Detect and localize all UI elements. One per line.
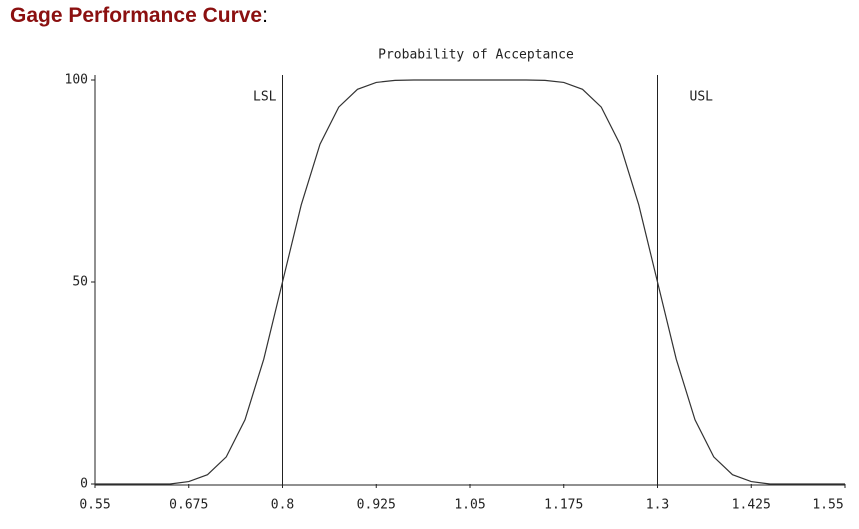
x-tick-label: 0.55 [79,498,110,513]
x-tick-label: 0.8 [271,498,294,513]
heading: Gage Performance Curve: [10,4,268,28]
y-tick-label: 0 [80,477,88,492]
x-tick-label: 1.425 [732,498,771,513]
x-tick-label: 1.3 [646,498,669,513]
y-tick-label: 50 [72,275,88,290]
spec-limit-label: USL [690,90,714,105]
heading-suffix: : [262,4,268,27]
y-tick-label: 100 [65,73,88,88]
x-tick-label: 0.675 [169,498,208,513]
x-tick-label: 1.05 [454,498,485,513]
spec-limit-label: LSL [253,90,277,105]
heading-text: Gage Performance Curve [10,4,263,27]
x-tick-label: 1.175 [544,498,583,513]
chart-title: Probability of Acceptance [378,48,574,63]
x-tick-label: 0.925 [357,498,396,513]
x-tick-label: 1.55 [812,498,843,513]
curve [95,79,845,485]
